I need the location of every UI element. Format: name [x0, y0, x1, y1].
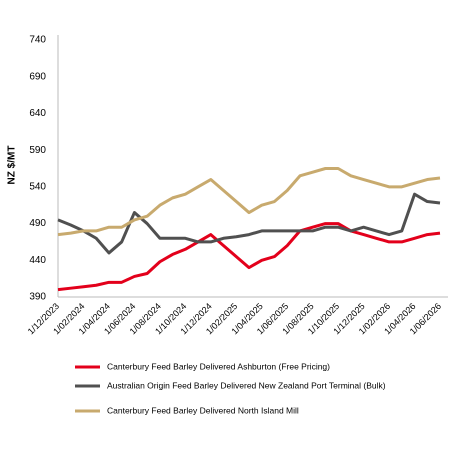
y-axis-label: NZ $/MT: [7, 146, 18, 185]
y-tick-label: 590: [29, 145, 46, 156]
series-line: [57, 192, 441, 255]
y-tick-label: 440: [29, 255, 46, 266]
series-line: [57, 222, 441, 292]
legend-label: Canterbury Feed Barley Delivered North I…: [107, 405, 299, 415]
y-tick-label: 540: [29, 181, 46, 192]
y-tick-label: 390: [29, 292, 46, 303]
legend-label: Canterbury Feed Barley Delivered Ashburt…: [107, 361, 330, 371]
legend-label: Australian Origin Feed Barley Delivered …: [107, 380, 386, 390]
y-tick-label: 690: [29, 71, 46, 82]
y-tick-label: 490: [29, 218, 46, 229]
y-tick-label: 740: [29, 35, 46, 46]
y-tick-label: 640: [29, 108, 46, 119]
series-line: [57, 167, 441, 237]
